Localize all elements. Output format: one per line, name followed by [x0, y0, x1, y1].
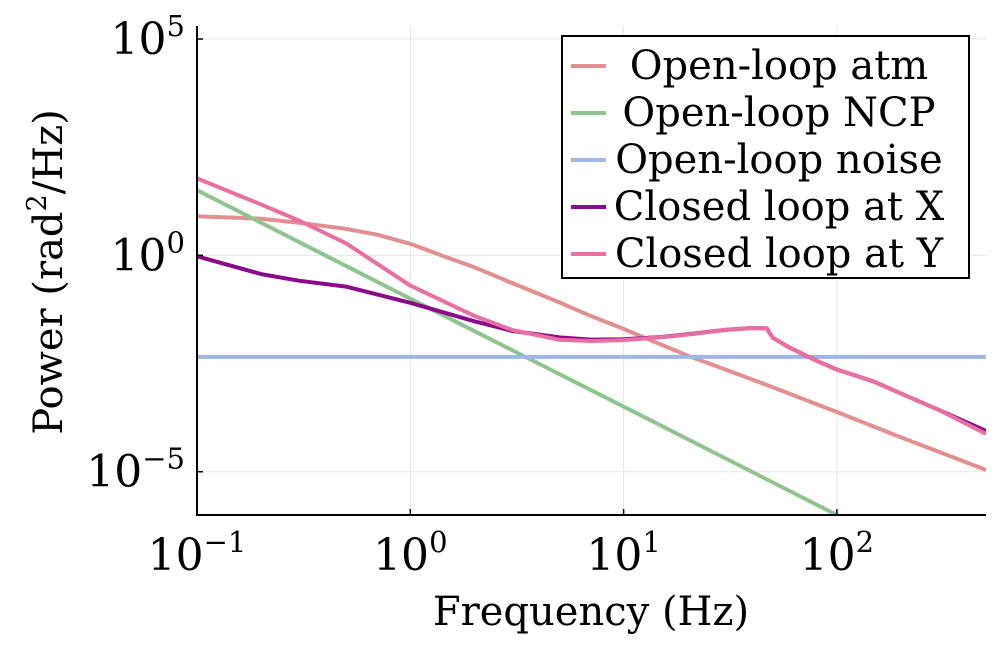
- series-line-closed-loop-at-x: [197, 254, 986, 433]
- legend-label-open-loop-atm: Open-loop atm: [630, 43, 928, 89]
- x-axis-title: Frequency (Hz): [433, 589, 749, 635]
- y-tick-label: 10−5: [86, 442, 185, 498]
- y-axis-title-prefix: Power (rad: [26, 211, 72, 434]
- y-axis-title-sup: 2: [22, 194, 53, 211]
- series-line-open-loop-atm: [197, 214, 986, 472]
- x-tick-label: 100: [373, 525, 447, 581]
- legend-label-open-loop-ncp: Open-loop NCP: [622, 90, 935, 136]
- y-ticks: 10−5 100 105: [86, 9, 203, 498]
- y-axis-title: Power (rad2/Hz): [22, 109, 72, 435]
- x-tick-label: 10−1: [148, 525, 247, 581]
- legend-box: [561, 35, 970, 279]
- plot-lines: [197, 176, 986, 515]
- x-tick-label: 101: [586, 525, 660, 581]
- x-tick-label: 102: [800, 525, 874, 581]
- series-line-open-loop-ncp: [197, 188, 842, 515]
- y-tick-label: 100: [111, 225, 185, 281]
- legend-label-closed-loop-at-x: Closed loop at X: [614, 184, 945, 230]
- y-tick-label: 105: [111, 9, 185, 65]
- legend-label-closed-loop-at-y: Closed loop at Y: [615, 231, 944, 277]
- series-line-closed-loop-at-y: [197, 176, 986, 436]
- y-axis-title-suffix: /Hz): [26, 109, 72, 194]
- x-ticks: 10−1 100 101 102: [148, 509, 874, 581]
- axes: [196, 26, 986, 516]
- legend-label-open-loop-noise: Open-loop noise: [615, 137, 942, 183]
